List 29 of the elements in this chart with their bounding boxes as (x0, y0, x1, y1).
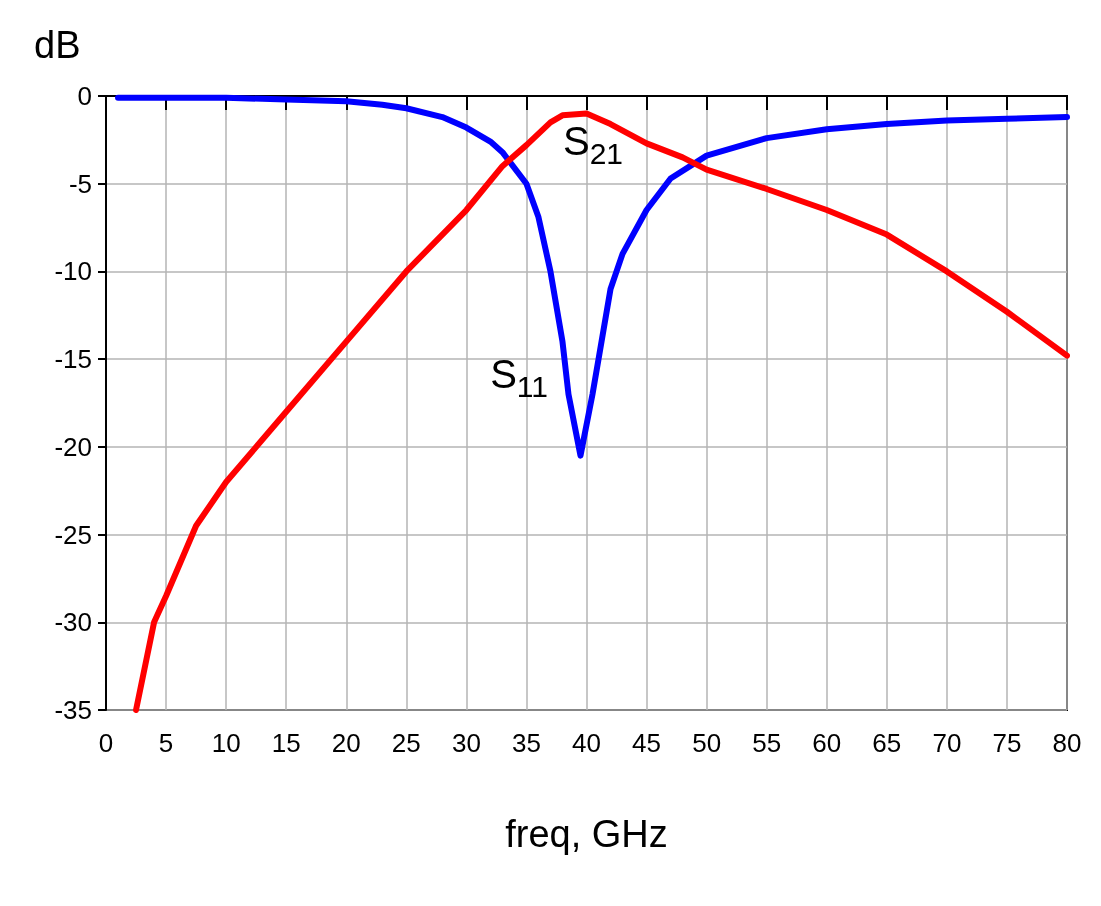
series-label: S$_{11}$ (490, 352, 548, 403)
y-tick-label: -20 (54, 431, 92, 462)
x-tick-label: 10 (211, 728, 241, 758)
x-tick-label: 25 (391, 728, 421, 758)
x-tick-label: 65 (872, 728, 902, 758)
y-axis-title: dB (34, 24, 81, 66)
x-tick-label: 55 (752, 728, 782, 758)
x-tick-label: 80 (1052, 728, 1082, 758)
x-tick-label: 70 (932, 728, 962, 758)
x-tick-label: 60 (812, 728, 842, 758)
y-tick-label: -25 (54, 519, 92, 550)
x-tick-label: 75 (992, 728, 1022, 758)
y-tick-label: -30 (54, 607, 92, 638)
y-tick-label: -35 (54, 695, 92, 725)
x-tick-label: 30 (451, 728, 481, 758)
x-tick-label: 50 (692, 728, 722, 758)
x-axis-title: freq, GHz (505, 813, 668, 855)
x-tick-label: 0 (98, 728, 114, 758)
y-tick-label: 0 (77, 81, 92, 111)
x-tick-label: 40 (572, 728, 601, 758)
x-tick-label: 35 (511, 728, 541, 758)
x-tick-label: 15 (271, 728, 301, 758)
x-tick-label: 20 (331, 728, 361, 758)
x-tick-label: 5 (158, 728, 174, 758)
series-label: S$_{21}$ (563, 119, 624, 170)
y-tick-label: -5 (68, 168, 92, 199)
y-tick-label: -15 (54, 344, 92, 375)
y-tick-label: -10 (54, 256, 92, 287)
x-tick-label: 45 (632, 728, 662, 758)
